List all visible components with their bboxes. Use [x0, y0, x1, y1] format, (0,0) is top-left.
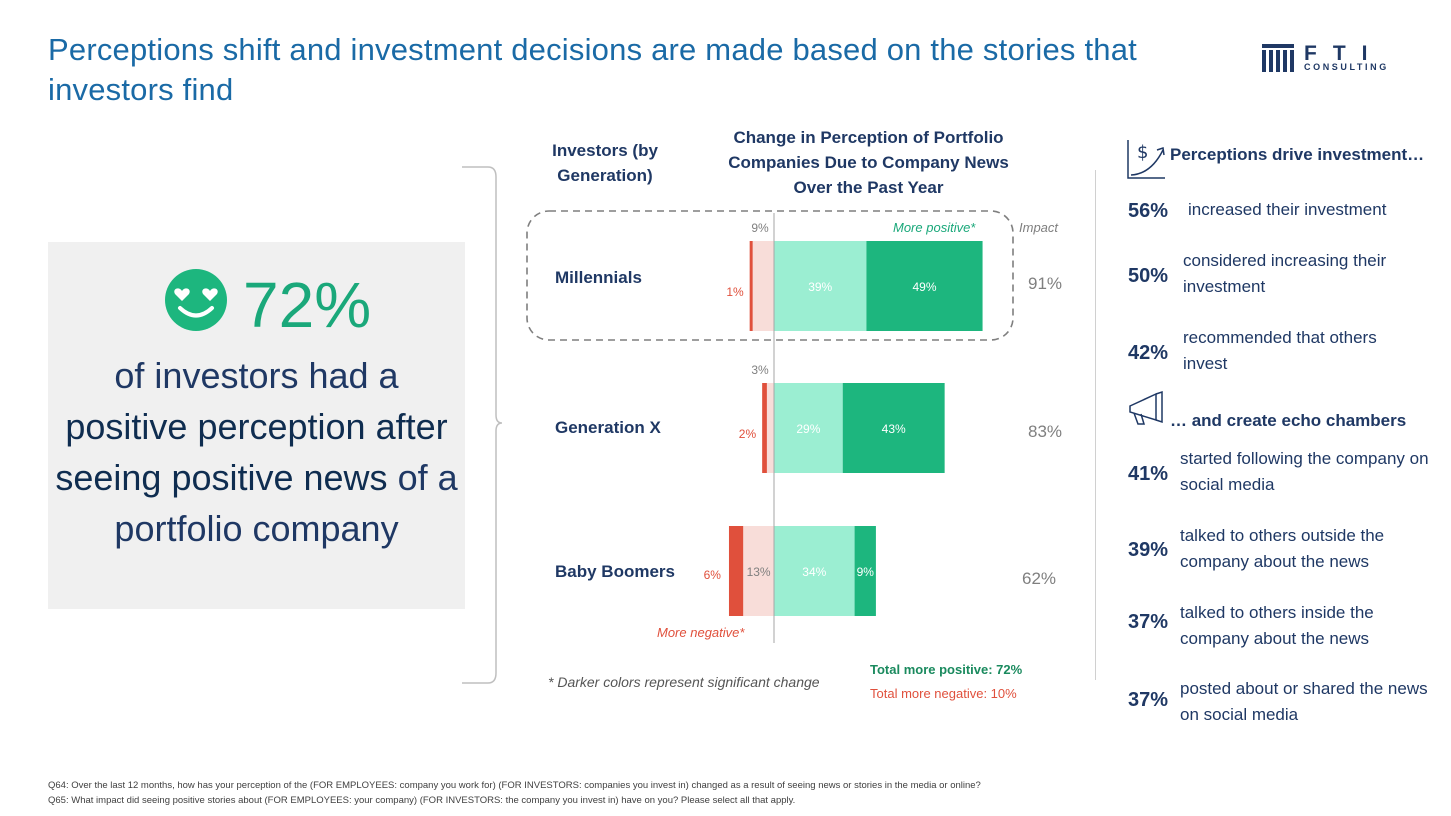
highlight-text: of investors had a positive perception a… [48, 350, 465, 554]
row-label-boomers: Baby Boomers [555, 562, 675, 581]
label-positive-significant-millennials: 49% [912, 280, 936, 294]
logo-subtext: CONSULTING [1304, 62, 1389, 72]
impact-header: Impact [1019, 220, 1059, 235]
echo-text-2: talked to others outside the company abo… [1180, 526, 1385, 571]
row-label-genx: Generation X [555, 418, 661, 437]
bar-negative-baby-boomers [743, 526, 774, 616]
drive-text-2: considered increasing their investment [1183, 251, 1387, 296]
impact-boomers: 62% [1022, 569, 1057, 588]
logo-mark-icon [1262, 44, 1294, 72]
echo-text-1: started following the company on social … [1180, 449, 1429, 494]
total-negative: Total more negative: 10% [870, 686, 1017, 701]
bar-negative-significant-baby-boomers [728, 526, 744, 616]
echo-header: … and create echo chambers [1170, 411, 1407, 430]
more-positive-label: More positive* [893, 220, 976, 235]
bar-positive-significant-generation-x [842, 383, 945, 473]
bar-positive-significant-baby-boomers [854, 526, 876, 616]
millennials-highlight-box [526, 210, 1014, 341]
echo-text-4: posted about or shared the news on socia… [1180, 679, 1428, 724]
dollar-growth-icon: $ [1127, 140, 1165, 179]
brace-connector [462, 166, 503, 684]
label-positive-generation-x: 29% [796, 422, 820, 436]
echo-pct-1: 41% [1128, 463, 1169, 485]
diverging-bar-chart: 39% 49% 9% 1% 29% 43% 3% 2% 34% 9% 13% 6% [526, 210, 1014, 643]
megaphone-icon [1129, 390, 1163, 425]
page-title: Perceptions shift and investment decisio… [48, 32, 1137, 107]
bar-negative-significant-millennials [749, 241, 753, 331]
label-negative-generation-x: 3% [751, 363, 769, 377]
highlight-text-post: of a portfolio company [114, 457, 458, 549]
drive-text-1: increased their investment [1188, 200, 1387, 219]
drive-pct-1: 56% [1128, 200, 1169, 222]
label-negative-baby-boomers: 13% [747, 565, 771, 579]
label-positive-millennials: 39% [808, 280, 832, 294]
impact-genx: 83% [1028, 422, 1063, 441]
echo-text-3: talked to others inside the company abou… [1180, 603, 1374, 648]
echo-pct-3: 37% [1128, 611, 1169, 633]
footnote-q65: Q65: What impact did seeing positive sto… [48, 795, 796, 806]
label-negative-significant-generation-x: 2% [739, 427, 757, 441]
drive-header: Perceptions drive investment… [1170, 145, 1425, 164]
echo-pct-2: 39% [1128, 539, 1169, 561]
impact-millennials: 91% [1028, 274, 1063, 293]
svg-text:$: $ [1137, 142, 1148, 163]
investors-header: Investors (by Generation) [552, 141, 658, 185]
echo-pct-4: 37% [1128, 689, 1169, 711]
bar-positive-significant-millennials [866, 241, 983, 331]
total-positive: Total more positive: 72% [870, 662, 1023, 677]
drive-pct-2: 50% [1128, 265, 1169, 287]
chart-footnote: * Darker colors represent significant ch… [548, 674, 820, 690]
drive-text-3: recommended that others invest [1183, 328, 1377, 373]
label-negative-significant-baby-boomers: 6% [704, 568, 722, 582]
bar-positive-generation-x [774, 383, 843, 473]
heart-eyes-smiley-icon [165, 269, 227, 331]
divider [1095, 170, 1096, 680]
change-header: Change in Perception of Portfolio Compan… [728, 128, 1009, 197]
row-label-millennials: Millennials [555, 268, 642, 287]
bar-positive-millennials [774, 241, 867, 331]
bar-negative-millennials [752, 241, 774, 331]
label-positive-baby-boomers: 34% [802, 565, 826, 579]
label-negative-significant-millennials: 1% [726, 285, 744, 299]
highlight-box: 72% of investors had a positive percepti… [48, 242, 465, 609]
label-positive-significant-baby-boomers: 9% [857, 565, 875, 579]
fti-logo: FTI CONSULTING [1262, 42, 1412, 76]
logo-text: FTI [1304, 42, 1384, 65]
highlight-text-bold: positive perception after seeing positiv… [55, 406, 448, 498]
bar-positive-baby-boomers [774, 526, 855, 616]
footnote-q64: Q64: Over the last 12 months, how has yo… [48, 780, 981, 791]
label-positive-significant-generation-x: 43% [882, 422, 906, 436]
highlight-text-pre: of investors had a [114, 355, 399, 396]
more-negative-label: More negative* [657, 625, 745, 640]
label-negative-millennials: 9% [751, 221, 769, 235]
bar-negative-significant-generation-x [762, 383, 767, 473]
bar-negative-generation-x [766, 383, 774, 473]
highlight-percent: 72% [243, 269, 372, 341]
drive-pct-3: 42% [1128, 342, 1169, 364]
